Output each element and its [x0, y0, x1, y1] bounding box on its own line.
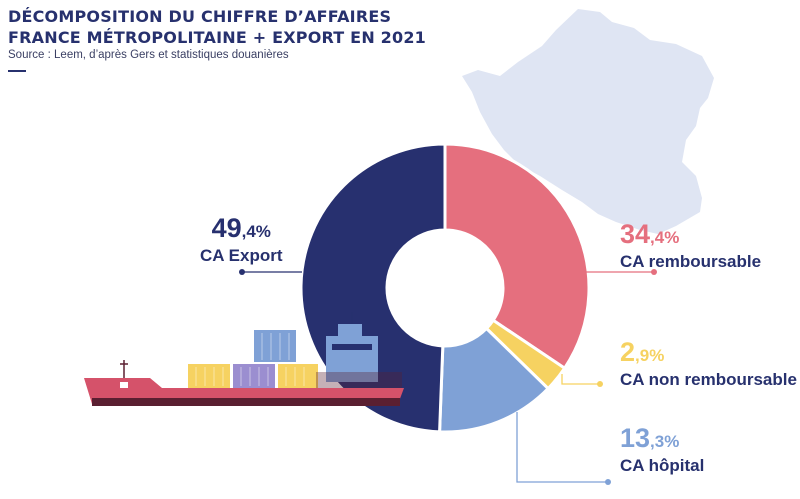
- france-map-icon: [462, 9, 714, 234]
- name-remb: CA remboursable: [620, 252, 762, 271]
- leader-dot-export: [239, 269, 245, 275]
- leader-line-nonremb: [561, 374, 600, 385]
- slice-label-remb: 34,4% CA remboursable: [620, 220, 761, 272]
- chart-title: DÉCOMPOSITION DU CHIFFRE D’AFFAIRES FRAN…: [8, 6, 426, 48]
- cargo-ship-icon: [84, 312, 404, 406]
- title-rule: [8, 70, 26, 72]
- slice-label-export: 49,4% CA Export: [200, 214, 283, 266]
- value-nonremb-int: 2: [620, 337, 636, 367]
- value-export-dec: ,4%: [241, 222, 271, 241]
- value-export-int: 49: [211, 213, 242, 243]
- name-export: CA Export: [200, 246, 283, 265]
- value-hop-int: 13: [620, 423, 651, 453]
- value-remb-dec: ,4%: [650, 228, 680, 247]
- chart-title-line-2: FRANCE MÉTROPOLITAINE + EXPORT EN 2021: [8, 28, 427, 47]
- leader-line-hop: [516, 412, 608, 483]
- value-remb-int: 34: [620, 219, 651, 249]
- name-hop: CA hôpital: [620, 456, 705, 475]
- leader-dot-nonremb: [597, 381, 603, 387]
- chart-title-line-1: DÉCOMPOSITION DU CHIFFRE D’AFFAIRES: [8, 7, 392, 26]
- value-hop-dec: ,3%: [650, 432, 680, 451]
- name-nonremb: CA non remboursable: [620, 370, 797, 389]
- leader-dot-remb: [651, 269, 657, 275]
- value-nonremb-dec: ,9%: [635, 346, 665, 365]
- source-note: Source : Leem, d’après Gers et statistiq…: [8, 49, 289, 61]
- leader-lines: [239, 269, 657, 485]
- slice-label-hop: 13,3% CA hôpital: [620, 424, 704, 476]
- leader-dot-hop: [605, 479, 611, 485]
- donut-hole: [387, 230, 503, 346]
- slice-label-nonremb: 2,9% CA non remboursable: [620, 338, 797, 390]
